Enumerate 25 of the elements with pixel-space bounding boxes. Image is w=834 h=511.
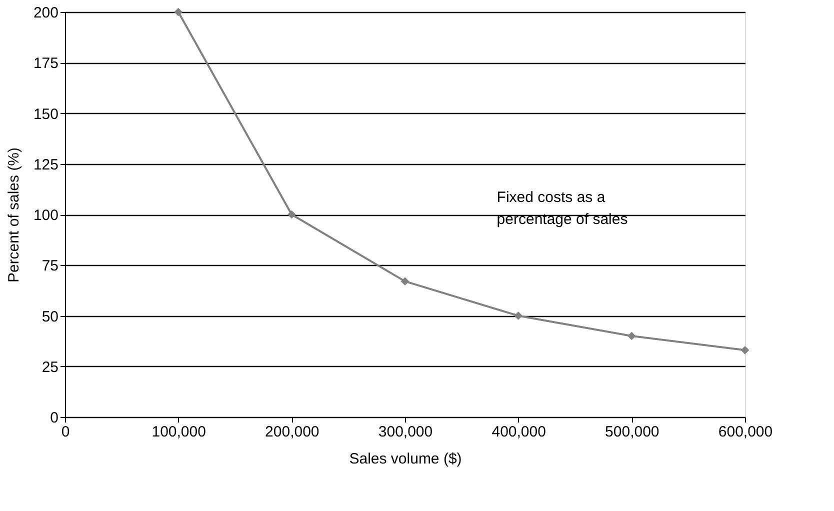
point bbox=[740, 346, 750, 354]
x-axis-title: Sales volume ($) bbox=[349, 450, 462, 468]
point bbox=[400, 277, 410, 286]
point bbox=[174, 8, 183, 16]
y-tick-label: 175 bbox=[33, 55, 58, 72]
point bbox=[627, 332, 636, 340]
x-tick-label: 600,000 bbox=[718, 424, 773, 440]
text: Fixed costs as a percentage of sales bbox=[496, 189, 628, 228]
y-tick-label: 25 bbox=[42, 358, 58, 376]
point bbox=[287, 210, 296, 219]
y-tick-label: 125 bbox=[33, 156, 58, 174]
y-axis-title: Percent of sales (%) bbox=[5, 147, 22, 283]
y-tick-label: 75 bbox=[42, 258, 58, 275]
x-tick-label: 300,000 bbox=[378, 424, 433, 440]
y-tick-label: 100 bbox=[33, 207, 58, 224]
y-tick-label: 50 bbox=[42, 308, 58, 326]
y-tick-label: 150 bbox=[33, 106, 58, 123]
point bbox=[514, 312, 523, 320]
x-tick-label: 0 bbox=[61, 424, 70, 440]
x-tick-label: 500,000 bbox=[605, 424, 660, 440]
x-tick-label: 100,000 bbox=[152, 424, 206, 440]
y-tick-label: 0 bbox=[50, 410, 58, 426]
x-tick-label: 400,000 bbox=[492, 424, 546, 440]
y-tick-label: 200 bbox=[33, 4, 58, 22]
x-tick-label: 200,000 bbox=[265, 424, 320, 440]
